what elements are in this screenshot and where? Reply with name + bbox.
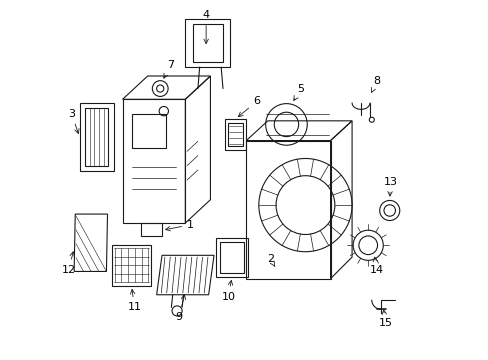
Text: 10: 10 [221, 280, 235, 302]
Bar [224, 119, 246, 149]
Bar [220, 242, 244, 273]
Bar [131, 114, 165, 148]
Text: 5: 5 [293, 84, 304, 100]
Text: 7: 7 [163, 60, 174, 78]
Bar [185, 19, 230, 67]
Text: 13: 13 [383, 177, 397, 196]
Text: 3: 3 [68, 109, 79, 134]
Text: 2: 2 [266, 254, 274, 267]
Text: 8: 8 [370, 76, 379, 93]
Text: 11: 11 [127, 289, 141, 312]
Text: 15: 15 [378, 310, 392, 328]
Bar [215, 238, 247, 277]
Text: 9: 9 [175, 295, 185, 322]
Bar [227, 123, 243, 146]
Text: 6: 6 [238, 96, 260, 117]
Text: 1: 1 [165, 220, 194, 231]
Text: 12: 12 [61, 252, 76, 275]
Bar [192, 24, 223, 62]
Text: 14: 14 [368, 257, 383, 275]
Text: 4: 4 [202, 10, 209, 44]
